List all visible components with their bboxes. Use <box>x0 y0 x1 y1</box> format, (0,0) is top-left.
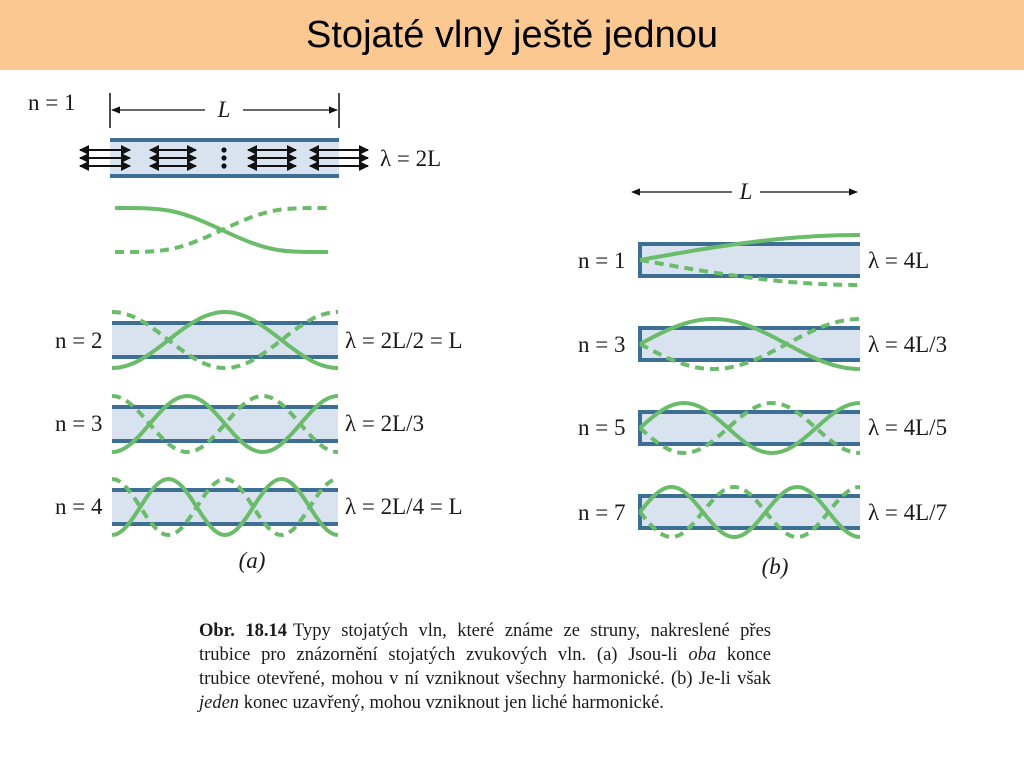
caption-emphasis-2: jeden <box>199 693 240 713</box>
tube-b-mode-2 <box>638 400 861 456</box>
panel-label-a: (a) <box>239 548 266 573</box>
n-label-a-mode-1: n = 3 <box>55 411 102 436</box>
slide-title: Stojaté vlny ještě jednou <box>306 13 718 56</box>
tube-a-mode-2 <box>111 476 339 538</box>
wave-solid <box>112 310 338 370</box>
panel-a: n = 1 L λ = 2L n = 2 λ <box>28 90 463 573</box>
n-label-a-fundamental: n = 1 <box>28 90 75 115</box>
caption-text-2: konce trubice otevřené, mohou v ní vznik… <box>199 645 771 689</box>
n-label-a-mode-0: n = 2 <box>55 328 102 353</box>
wave-dashed <box>638 485 861 540</box>
length-dimension-b: L <box>631 179 858 204</box>
lambda-label-a-mode-0: λ = 2L/2 = L <box>345 328 463 353</box>
title-bar: Stojaté vlny ještě jednou <box>0 0 1024 70</box>
wave-b-mode-0 <box>639 233 860 287</box>
wave-solid <box>639 317 860 371</box>
wave-b-mode-2 <box>638 400 861 456</box>
wave-a-mode-2 <box>111 476 339 538</box>
node-dot <box>221 163 227 169</box>
lambda-label-a-mode-2: λ = 2L/4 = L <box>345 494 463 519</box>
standing-waves-diagram: n = 1 L λ = 2L n = 2 λ <box>28 90 947 579</box>
wave-dashed <box>638 400 861 456</box>
wave-a-mode-1 <box>111 393 339 455</box>
length-label-a: L <box>217 97 231 122</box>
lambda-label-a-mode-1: λ = 2L/3 <box>345 411 424 436</box>
length-label-b: L <box>739 179 753 204</box>
wave-b-mode-1 <box>639 317 860 371</box>
panel-b: L n = 1 λ = 4L n = 3 λ = 4L/3 n = 5 <box>578 179 947 579</box>
wave-solid <box>111 476 339 538</box>
wave-solid <box>639 233 860 262</box>
lambda-label-b-mode-1: λ = 4L/3 <box>868 332 947 357</box>
lambda-label-b-mode-0: λ = 4L <box>868 248 929 273</box>
wave-solid <box>638 400 861 456</box>
wave-dashed <box>111 476 339 538</box>
wave-dashed <box>639 258 860 287</box>
wave-a-mode-0 <box>112 310 338 370</box>
caption-text-3: konec uzavřený, mohou vzniknout jen lich… <box>239 693 664 713</box>
wave-b-mode-3 <box>638 484 861 540</box>
displacement-arrows <box>79 145 369 171</box>
wave-a-fundamental <box>114 206 329 254</box>
caption-emphasis-1: oba <box>688 645 717 665</box>
panel-label-b: (b) <box>762 554 789 579</box>
tube-b-mode-1 <box>638 317 860 371</box>
length-dimension-a: L <box>109 93 340 128</box>
tube-a-mode-0 <box>112 310 338 370</box>
n-label-b-mode-3: n = 7 <box>578 500 625 525</box>
wave-dashed <box>639 317 860 371</box>
wave-solid <box>638 484 861 539</box>
caption-text-1: Typy stojatých vln, které známe ze strun… <box>199 621 771 665</box>
n-label-a-mode-2: n = 4 <box>55 494 103 519</box>
n-label-b-mode-0: n = 1 <box>578 248 625 273</box>
tube-b-mode-0 <box>638 233 860 287</box>
n-label-b-mode-2: n = 5 <box>578 415 625 440</box>
node-dot <box>221 147 227 153</box>
tube-a-mode-1 <box>111 393 339 455</box>
n-label-b-mode-1: n = 3 <box>578 332 625 357</box>
lambda-label-a-fundamental: λ = 2L <box>380 146 441 171</box>
node-dot <box>221 155 227 161</box>
lambda-label-b-mode-2: λ = 4L/5 <box>868 415 947 440</box>
caption-label: Obr. 18.14 <box>199 621 287 641</box>
wave-dashed <box>112 310 338 370</box>
lambda-label-b-mode-3: λ = 4L/7 <box>868 500 947 525</box>
tube-b-mode-3 <box>638 484 861 540</box>
figure-caption: Obr. 18.14 Typy stojatých vln, které znám… <box>199 619 771 715</box>
wave-dashed <box>111 393 339 455</box>
